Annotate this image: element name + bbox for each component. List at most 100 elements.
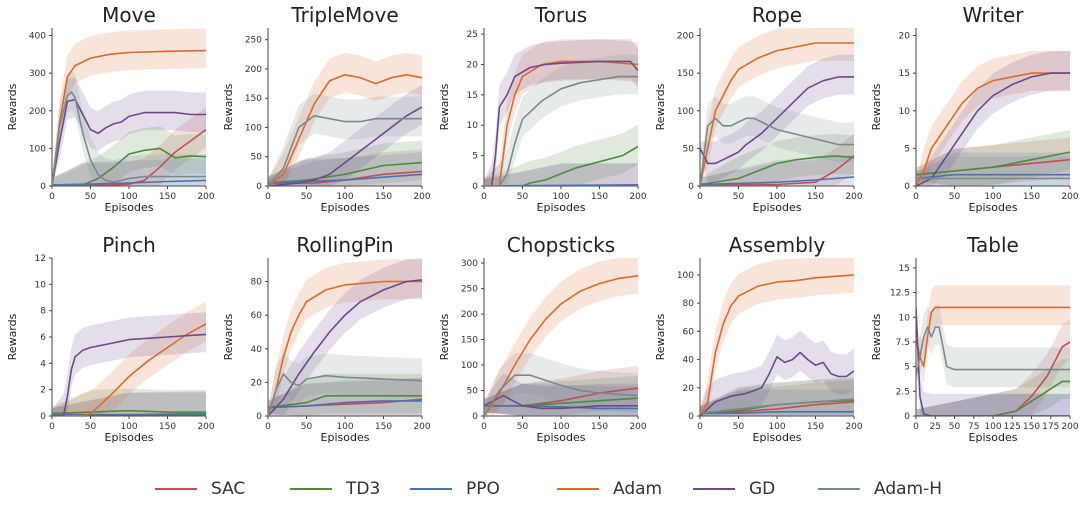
series-line-gd (52, 333, 206, 416)
band-gd (52, 312, 206, 416)
y-tick-label: 150 (677, 69, 694, 79)
x-tick-label: 100 (552, 422, 569, 432)
x-tick-label: 200 (845, 192, 862, 202)
y-tick-label: 25 (467, 30, 478, 40)
y-tick-label: 0 (472, 412, 478, 422)
band-sac (916, 319, 1070, 416)
legend-label: TD3 (346, 479, 381, 499)
band-adam-h (268, 351, 422, 416)
chart-panel-rollingpin: RollingPin 0 50 100 150 200 0 20 40 60 80 Episodes R… (216, 230, 432, 460)
band-td3 (916, 130, 1070, 186)
y-axis-label: Rewards (438, 83, 451, 130)
band-adam-h (484, 54, 638, 186)
band-gd (916, 51, 1070, 186)
y-tick-label: 5 (904, 144, 910, 154)
y-tick-label: 100 (677, 107, 694, 117)
x-tick-label: 100 (336, 192, 353, 202)
x-tick-label: 175 (1042, 422, 1059, 432)
y-tick-label: 10 (467, 121, 479, 131)
x-tick-label: 50 (949, 422, 961, 432)
y-tick-label: 100 (245, 123, 262, 133)
series-line-gd (700, 76, 854, 165)
y-tick-label: 60 (251, 311, 263, 321)
chart-svg-rollingpin: RollingPin 0 50 100 150 200 0 20 40 60 80 Episodes R… (222, 233, 431, 444)
series-line-gd (484, 394, 638, 410)
band-adam-h (700, 377, 854, 416)
series-line-gd (484, 60, 638, 186)
y-tick-label: 20 (899, 32, 911, 42)
band-adam-h (268, 93, 422, 186)
legend-label: GD (749, 479, 776, 499)
band-adam (52, 28, 206, 186)
x-tick-label: 0 (265, 422, 271, 432)
chart-title: Chopsticks (507, 233, 615, 257)
band-gd (268, 84, 422, 186)
y-axis-label: Rewards (870, 83, 883, 130)
chart-svg-triplemove: TripleMove 0 50 100 150 200 0 50 100 150 200 250 Epi… (222, 3, 431, 214)
legend-swatch (410, 488, 452, 490)
series-line-td3 (52, 147, 206, 186)
x-tick-label: 0 (481, 192, 487, 202)
x-tick-label: 0 (265, 192, 271, 202)
y-tick-label: 100 (29, 144, 46, 154)
legend-swatch (290, 488, 332, 490)
series-line-adam-h (484, 75, 638, 186)
chart-panel-chopsticks: Chopsticks 0 50 100 150 200 0 50 100 150 200 250 300… (432, 230, 648, 460)
series-line-adam (484, 275, 638, 416)
y-tick-label: 50 (251, 153, 263, 163)
chart-panel-triplemove: TripleMove 0 50 100 150 200 0 50 100 150 200 250 Epi… (216, 0, 432, 230)
y-tick-label: 0 (256, 412, 262, 422)
chart-title: Pinch (102, 233, 156, 257)
series-line-gd (268, 279, 422, 416)
chart-title: Writer (962, 3, 1024, 27)
x-tick-label: 50 (949, 192, 961, 202)
series-line-adam (700, 274, 854, 416)
legend-label: Adam (613, 479, 663, 499)
legend-item-td3: TD3 (290, 478, 380, 500)
x-tick-label: 150 (807, 192, 824, 202)
x-axis-label: Episodes (969, 201, 1018, 214)
chart-svg-pinch: Pinch 0 50 100 150 200 0 2 4 6 8 10 12 Episodes Reward… (6, 233, 215, 444)
legend: SAC TD3 PPO Adam GD Adam-H (0, 470, 1080, 505)
y-tick-label: 200 (245, 65, 262, 75)
y-tick-label: 50 (467, 387, 479, 397)
series-line-td3 (268, 395, 422, 409)
series-line-gd (52, 98, 206, 186)
chart-svg-chopsticks: Chopsticks 0 50 100 150 200 0 50 100 150 200 250 300… (438, 233, 647, 444)
y-tick-label: 400 (29, 32, 46, 42)
series-line-gd (700, 351, 854, 416)
y-tick-label: 7.5 (896, 338, 910, 348)
y-tick-label: 2 (40, 386, 46, 396)
x-tick-label: 100 (768, 422, 785, 432)
x-tick-label: 200 (413, 422, 430, 432)
y-axis-label: Rewards (222, 83, 235, 130)
y-tick-label: 60 (683, 327, 695, 337)
x-tick-label: 50 (733, 422, 745, 432)
x-tick-label: 150 (591, 192, 608, 202)
band-adam (700, 28, 854, 186)
y-tick-label: 10 (899, 313, 911, 323)
chart-svg-move: Move 0 50 100 150 200 0 100 200 300 400 Episodes Rew… (6, 3, 215, 214)
y-tick-label: 200 (29, 107, 46, 117)
y-axis-label: Rewards (438, 313, 451, 360)
series-line-adam (700, 42, 854, 186)
band-ppo (916, 393, 1070, 416)
y-tick-label: 20 (683, 384, 695, 394)
x-tick-label: 0 (913, 422, 919, 432)
x-axis-label: Episodes (753, 431, 802, 444)
chart-panel-move: Move 0 50 100 150 200 0 100 200 300 400 Episodes Rew… (0, 0, 216, 230)
y-tick-label: 4 (40, 359, 46, 369)
x-tick-label: 125 (1004, 422, 1021, 432)
x-tick-label: 100 (120, 422, 137, 432)
band-td3 (700, 378, 854, 416)
legend-item-ppo: PPO (410, 478, 500, 500)
series-line-sac (916, 341, 1070, 416)
x-tick-label: 200 (629, 422, 646, 432)
band-adam-h (700, 96, 854, 186)
y-tick-label: 50 (683, 144, 695, 154)
x-tick-label: 100 (120, 192, 137, 202)
legend-label: SAC (211, 479, 246, 499)
y-tick-label: 200 (677, 32, 694, 42)
y-tick-label: 0 (40, 412, 46, 422)
